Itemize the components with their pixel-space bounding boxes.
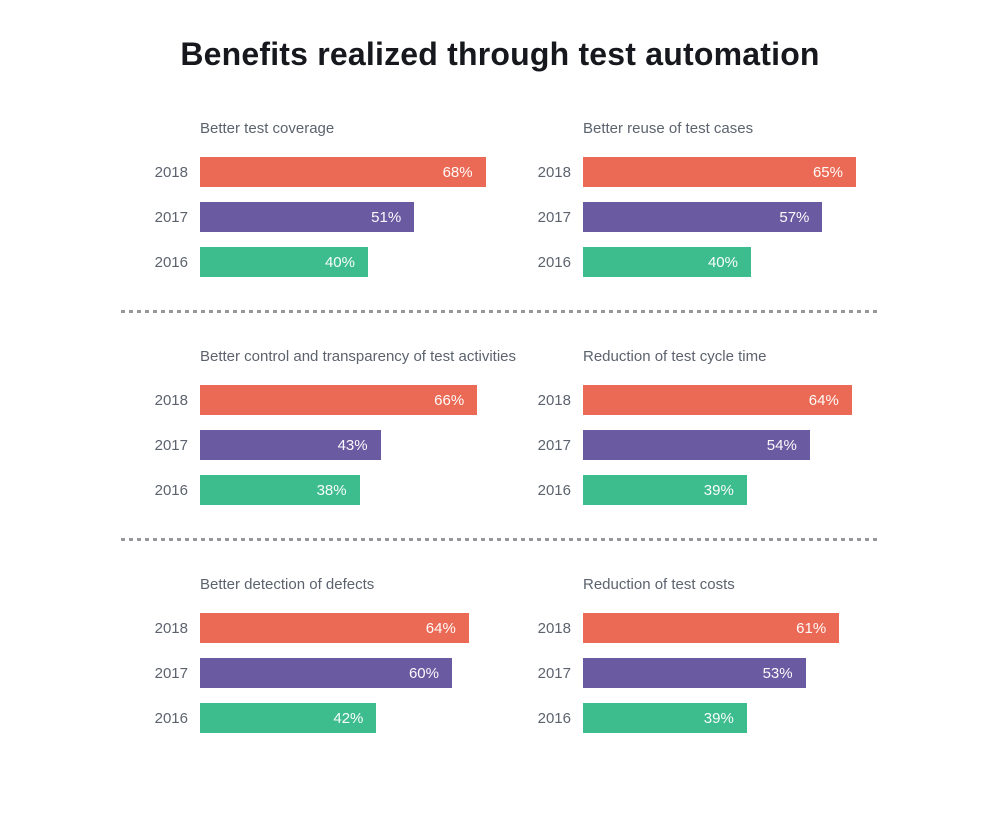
bar-value-label: 68% <box>442 163 473 181</box>
bar-row: 2018 66% <box>133 385 500 415</box>
bar-row: 2018 64% <box>516 385 883 415</box>
charts-grid: Better test coverage 2018 68% 2017 51% 2… <box>117 120 883 733</box>
year-label: 2016 <box>154 709 188 727</box>
panel-title: Better reuse of test cases <box>583 120 754 137</box>
year-label: 2018 <box>154 619 188 637</box>
panel-title: Reduction of test cycle time <box>583 348 767 365</box>
panel-better-control-and-transparency: Better control and transparency of test … <box>117 348 516 505</box>
page-title: Benefits realized through test automatio… <box>180 36 820 72</box>
year-label: 2016 <box>154 253 188 271</box>
bar-row: 2017 57% <box>516 202 883 232</box>
bar-row: 2017 43% <box>133 430 500 460</box>
bar-row: 2017 60% <box>133 658 500 688</box>
panel-reduction-of-test-cycle-time: Reduction of test cycle time 2018 64% 20… <box>500 348 883 505</box>
bar-2017: 60% <box>200 658 452 688</box>
panel-better-test-coverage: Better test coverage 2018 68% 2017 51% 2… <box>117 120 500 277</box>
bar-value-label: 43% <box>337 436 368 454</box>
year-label: 2017 <box>154 208 188 226</box>
bar-2018: 64% <box>583 385 852 415</box>
bar-value-label: 40% <box>324 253 355 271</box>
panel-better-reuse-of-test-cases: Better reuse of test cases 2018 65% 2017… <box>500 120 883 277</box>
bar-value-label: 64% <box>808 391 839 409</box>
bar-row: 2016 38% <box>133 475 500 505</box>
bar-value-label: 64% <box>425 619 456 637</box>
year-label: 2018 <box>154 163 188 181</box>
bar-2018: 61% <box>583 613 840 643</box>
year-label: 2016 <box>537 481 571 499</box>
bar-row: 2017 51% <box>133 202 500 232</box>
bar-2017: 54% <box>583 430 810 460</box>
bar-value-label: 65% <box>812 163 843 181</box>
bar-value-label: 40% <box>707 253 738 271</box>
bar-row: 2018 64% <box>133 613 500 643</box>
year-label: 2018 <box>537 619 571 637</box>
bar-2018: 68% <box>200 157 486 187</box>
bar-row: 2016 40% <box>516 247 883 277</box>
year-label: 2016 <box>537 253 571 271</box>
bar-value-label: 42% <box>333 709 364 727</box>
panel-title: Reduction of test costs <box>583 576 735 593</box>
bar-row: 2016 42% <box>133 703 500 733</box>
panel-reduction-of-test-costs: Reduction of test costs 2018 61% 2017 53… <box>500 576 883 733</box>
bar-value-label: 61% <box>796 619 827 637</box>
bar-value-label: 39% <box>703 709 734 727</box>
year-label: 2018 <box>537 391 571 409</box>
bar-row: 2017 53% <box>516 658 883 688</box>
panel-better-detection-of-defects: Better detection of defects 2018 64% 201… <box>117 576 500 733</box>
panel-title: Better control and transparency of test … <box>200 348 516 365</box>
bar-2018: 65% <box>583 157 856 187</box>
bar-2018: 66% <box>200 385 478 415</box>
bar-2016: 39% <box>583 475 747 505</box>
bar-row: 2018 65% <box>516 157 883 187</box>
bar-2017: 43% <box>200 430 381 460</box>
year-label: 2017 <box>537 208 571 226</box>
bar-row: 2016 39% <box>516 475 883 505</box>
bar-2016: 38% <box>200 475 360 505</box>
bar-value-label: 57% <box>779 208 810 226</box>
bar-value-label: 54% <box>766 436 797 454</box>
bar-row: 2016 39% <box>516 703 883 733</box>
bar-2017: 51% <box>200 202 415 232</box>
bar-2016: 39% <box>583 703 747 733</box>
bar-value-label: 53% <box>762 664 793 682</box>
bar-2017: 57% <box>583 202 823 232</box>
bar-2016: 42% <box>200 703 377 733</box>
year-label: 2016 <box>537 709 571 727</box>
dashed-divider <box>121 538 879 541</box>
panel-title: Better detection of defects <box>200 576 375 593</box>
bar-2018: 64% <box>200 613 469 643</box>
bar-row: 2016 40% <box>133 247 500 277</box>
bar-row: 2017 54% <box>516 430 883 460</box>
bar-2016: 40% <box>200 247 368 277</box>
year-label: 2016 <box>154 481 188 499</box>
bar-2017: 53% <box>583 658 806 688</box>
bar-value-label: 51% <box>371 208 402 226</box>
bar-row: 2018 68% <box>133 157 500 187</box>
year-label: 2017 <box>154 436 188 454</box>
year-label: 2017 <box>537 436 571 454</box>
year-label: 2017 <box>537 664 571 682</box>
bar-2016: 40% <box>583 247 751 277</box>
year-label: 2017 <box>154 664 188 682</box>
bar-value-label: 39% <box>703 481 734 499</box>
panel-title: Better test coverage <box>200 120 335 137</box>
dashed-divider <box>121 310 879 313</box>
bar-row: 2018 61% <box>516 613 883 643</box>
year-label: 2018 <box>154 391 188 409</box>
bar-value-label: 66% <box>434 391 465 409</box>
year-label: 2018 <box>537 163 571 181</box>
bar-value-label: 60% <box>408 664 439 682</box>
bar-value-label: 38% <box>316 481 347 499</box>
